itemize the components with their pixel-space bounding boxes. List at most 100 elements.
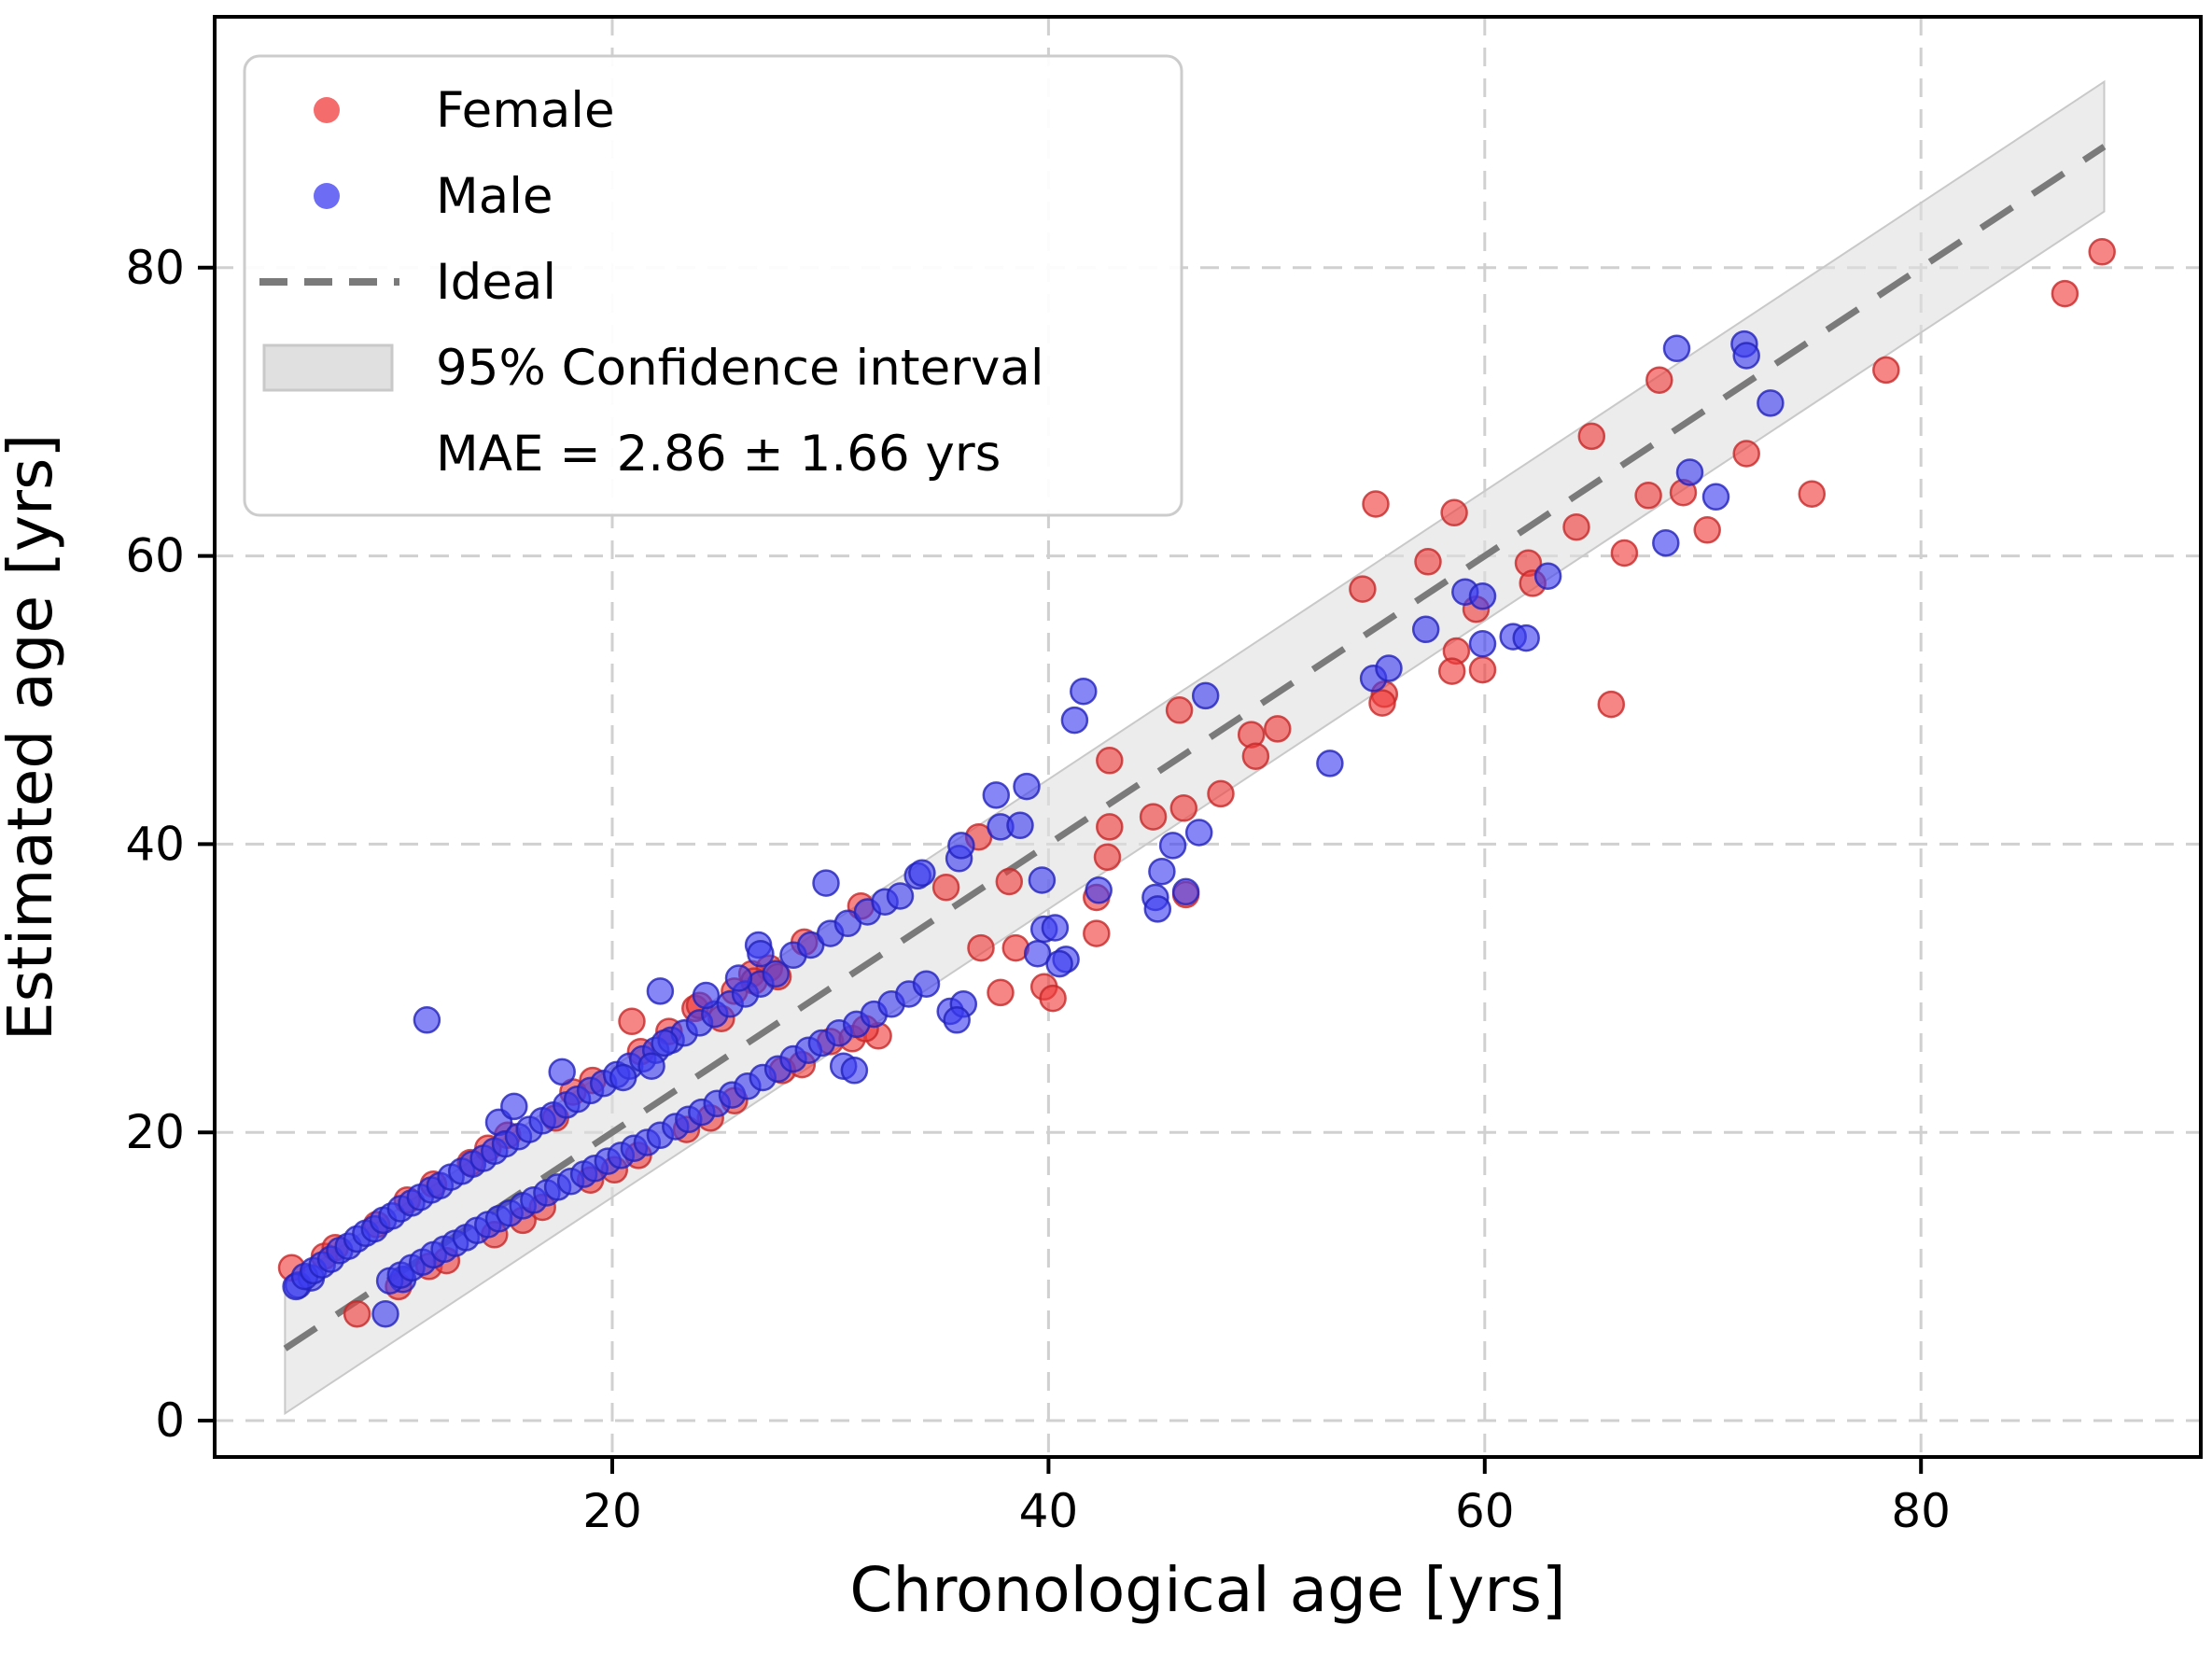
scatter-point-male <box>1411 615 1440 644</box>
scatter-point-male <box>637 1052 665 1080</box>
legend-label-ideal: Ideal <box>436 254 556 311</box>
scatter-point-male <box>1701 483 1730 511</box>
scatter-point-male <box>548 1058 576 1086</box>
x-tick-label-40: 40 <box>1019 1484 1079 1538</box>
scatter-point-male <box>908 859 936 888</box>
scatter-point-female <box>1207 779 1235 808</box>
scatter-point-female <box>1562 512 1590 541</box>
scatter-point-male <box>1662 334 1691 363</box>
scatter-point-male <box>943 1006 971 1034</box>
scatter-point-male <box>747 939 775 968</box>
tick-labels: 20 40 60 80 0 20 40 60 80 <box>125 241 1951 1538</box>
scatter-point-male <box>1468 582 1497 610</box>
scatter-point-male <box>1652 528 1680 557</box>
scatter-point-male <box>1085 876 1113 904</box>
scatter-point-female <box>1096 813 1124 841</box>
legend-label-confidence: 95% Confidence interval <box>436 340 1044 397</box>
scatter-point-female <box>1165 696 1194 724</box>
scatter-point-female <box>1083 919 1111 947</box>
scatter-point-female <box>1349 575 1377 603</box>
scatter-point-male <box>982 781 1011 809</box>
legend-male-dot-icon <box>314 183 340 209</box>
scatter-point-female <box>1368 689 1396 717</box>
scatter-point-male <box>1191 681 1220 710</box>
scatter-point-female <box>1096 747 1124 775</box>
scatter-point-female <box>1440 498 1468 527</box>
scatter-point-male <box>812 869 840 897</box>
y-tick-label-80: 80 <box>125 241 185 295</box>
scatter-point-female <box>1169 794 1198 822</box>
scatter-point-female <box>343 1299 371 1328</box>
scatter-point-female <box>1468 655 1497 684</box>
scatter-point-female <box>987 978 1015 1007</box>
scatter-point-female <box>1139 803 1168 831</box>
scatter-point-female <box>1264 715 1292 743</box>
ideal-line <box>283 144 2107 1352</box>
scatter-point-female <box>1872 356 1900 385</box>
scatter-point-female <box>1577 422 1606 451</box>
scatter-point-female <box>1732 440 1760 468</box>
y-tick-label-60: 60 <box>125 529 185 583</box>
scatter-point-male <box>1041 914 1070 942</box>
scatter-point-male <box>1757 389 1785 417</box>
scatter-point-male <box>840 1057 869 1085</box>
scatter-point-male <box>886 882 915 910</box>
scatter-point-male <box>912 970 941 998</box>
x-tick-label-80: 80 <box>1891 1484 1951 1538</box>
scatter-point-male <box>1675 458 1704 486</box>
scatter-point-female <box>931 873 960 902</box>
gridlines <box>215 17 2201 1457</box>
scatter-point-male <box>1533 562 1562 590</box>
scatter-point-male <box>1070 677 1098 706</box>
legend-band-swatch-icon <box>262 343 394 392</box>
legend-label-male: Male <box>436 168 553 225</box>
scatter-point-male <box>500 1092 528 1121</box>
scatter-point-male <box>1006 811 1034 840</box>
scatter-point-male <box>692 981 721 1010</box>
scatter-point-male <box>1158 832 1187 860</box>
plot-frame <box>213 15 2203 1459</box>
scatter-point-male <box>1732 342 1760 370</box>
scatter-point-female <box>2051 279 2079 308</box>
scatter-point-male <box>1184 819 1213 847</box>
scatter-point-male <box>1468 630 1497 658</box>
scatter-point-male <box>947 832 975 860</box>
scatter-point-female <box>1645 366 1673 394</box>
scatter-point-female <box>1362 490 1390 518</box>
scatter-point-female <box>1634 482 1662 510</box>
y-axis-label: Estimated age [yrs] <box>0 434 66 1041</box>
legend-box <box>243 54 1183 517</box>
legend: Female Male Ideal 95% Confidence interva… <box>243 54 1183 517</box>
scatter-point-female <box>1437 657 1466 685</box>
scatter-point-female <box>1039 984 1067 1013</box>
scatter-points <box>277 238 2116 1328</box>
scatter-point-male <box>413 1006 441 1034</box>
scatter-point-male <box>1143 895 1172 923</box>
scatter-point-female <box>1093 843 1122 872</box>
scatter-point-male <box>1375 654 1403 682</box>
scatter-point-male <box>1045 949 1073 978</box>
axis-ticks <box>198 265 1924 1474</box>
scatter-point-female <box>1610 539 1639 567</box>
scatter-point-male <box>646 977 675 1005</box>
scatter-point-female <box>1597 690 1626 719</box>
scatter-point-female <box>1798 480 1827 508</box>
y-tick-label-0: 0 <box>155 1394 185 1448</box>
scatter-point-male <box>1013 772 1041 801</box>
scatter-point-female <box>1693 516 1721 544</box>
scatter-point-female <box>967 933 995 962</box>
scatter-point-male <box>651 1029 679 1058</box>
scatter-point-male <box>724 964 753 992</box>
scatter-point-male <box>1028 866 1057 894</box>
scatter-point-male <box>1060 706 1089 735</box>
scatter-point-male <box>1512 623 1540 652</box>
legend-female-dot-icon <box>314 97 340 123</box>
scatter-point-male <box>1171 877 1200 906</box>
x-axis-label: Chronological age [yrs] <box>849 1554 1565 1626</box>
x-tick-label-20: 20 <box>582 1484 642 1538</box>
scatter-point-female <box>2088 238 2116 266</box>
x-tick-label-60: 60 <box>1455 1484 1515 1538</box>
scatter-point-female <box>618 1007 646 1036</box>
